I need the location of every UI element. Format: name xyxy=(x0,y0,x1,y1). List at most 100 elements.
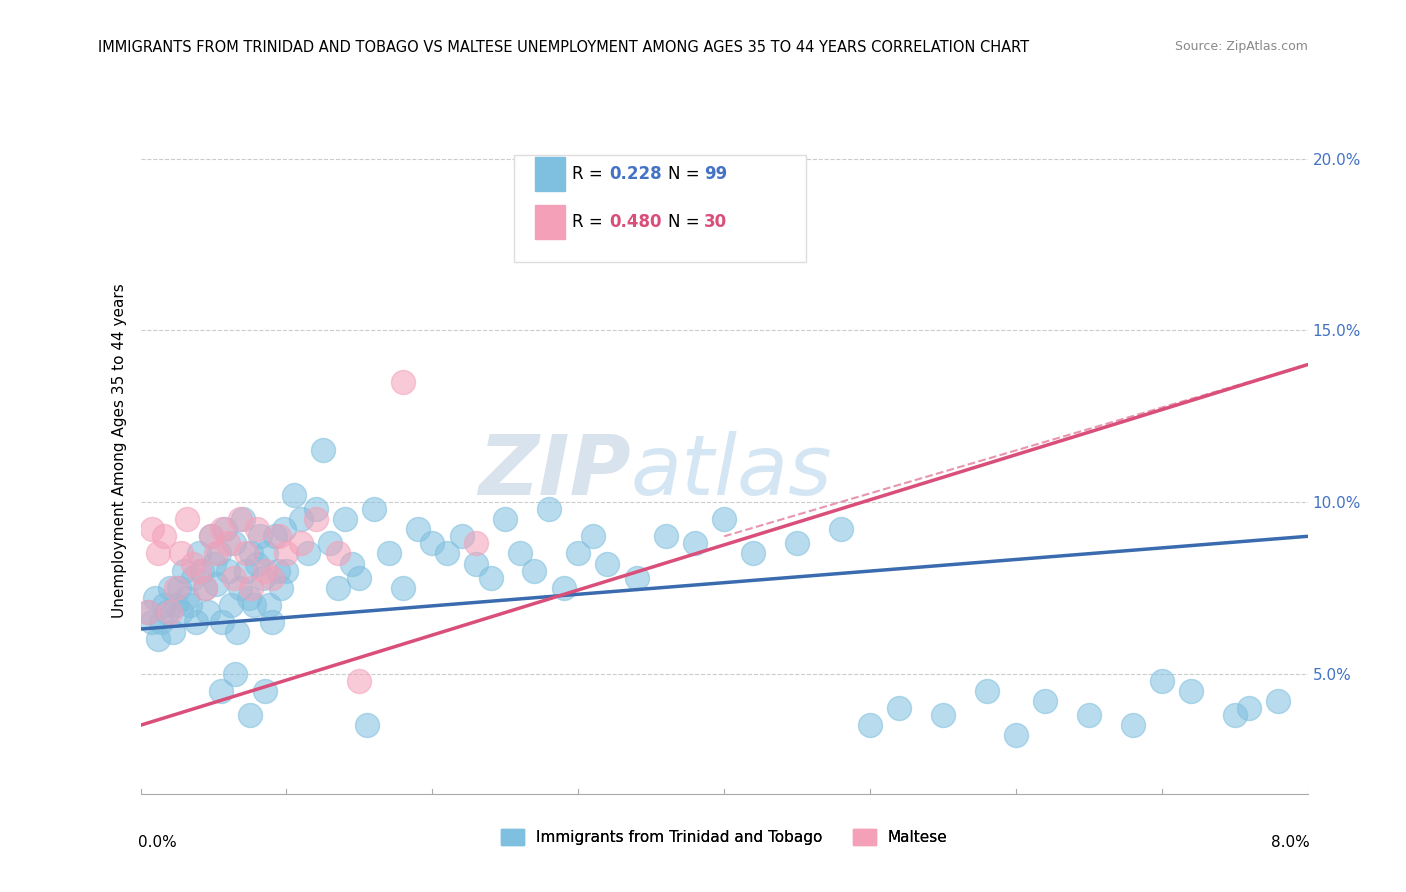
Point xyxy=(181,570,204,584)
Point xyxy=(1077,707,1099,722)
Text: 0.480: 0.480 xyxy=(610,213,662,231)
Point xyxy=(889,701,911,715)
Point xyxy=(326,546,349,561)
Point xyxy=(349,570,371,584)
Point xyxy=(249,529,271,543)
Point xyxy=(141,523,163,537)
Point xyxy=(436,546,458,561)
Point xyxy=(263,529,285,543)
Point xyxy=(713,512,735,526)
Text: N =: N = xyxy=(668,213,704,231)
Point xyxy=(626,570,648,584)
Point xyxy=(297,546,319,561)
Point xyxy=(312,443,335,458)
Point xyxy=(356,718,378,732)
Text: IMMIGRANTS FROM TRINIDAD AND TOBAGO VS MALTESE UNEMPLOYMENT AMONG AGES 35 TO 44 : IMMIGRANTS FROM TRINIDAD AND TOBAGO VS M… xyxy=(98,40,1029,55)
Point xyxy=(222,570,245,584)
Point xyxy=(305,512,328,526)
Point xyxy=(205,546,228,561)
FancyBboxPatch shape xyxy=(536,205,565,239)
Point xyxy=(253,683,276,698)
Point xyxy=(159,581,181,595)
Point xyxy=(1180,683,1202,698)
Point xyxy=(349,673,371,688)
Point xyxy=(229,581,252,595)
Point xyxy=(377,546,399,561)
Point xyxy=(1239,701,1261,715)
Point xyxy=(208,546,231,561)
Point xyxy=(246,523,269,537)
Point xyxy=(1122,718,1144,732)
Point xyxy=(465,536,488,550)
FancyBboxPatch shape xyxy=(536,157,565,191)
Point xyxy=(235,564,257,578)
Point xyxy=(786,536,808,550)
Point xyxy=(567,546,589,561)
Point xyxy=(1267,694,1289,708)
Point xyxy=(224,666,246,681)
Point xyxy=(141,615,163,630)
Y-axis label: Unemployment Among Ages 35 to 44 years: Unemployment Among Ages 35 to 44 years xyxy=(111,283,127,618)
Point xyxy=(270,581,292,595)
Point xyxy=(1150,673,1173,688)
FancyBboxPatch shape xyxy=(515,155,806,261)
Point xyxy=(305,501,328,516)
Point xyxy=(252,570,274,584)
Point xyxy=(450,529,472,543)
Text: R =: R = xyxy=(572,213,609,231)
Point xyxy=(191,564,214,578)
Text: 99: 99 xyxy=(704,165,727,183)
Point xyxy=(340,557,363,571)
Point xyxy=(363,501,385,516)
Point xyxy=(392,375,415,389)
Point xyxy=(509,546,531,561)
Point xyxy=(582,529,605,543)
Point xyxy=(184,615,207,630)
Text: 0.228: 0.228 xyxy=(610,165,662,183)
Point xyxy=(276,564,298,578)
Point xyxy=(156,605,179,619)
Point xyxy=(290,536,312,550)
Point xyxy=(742,546,765,561)
Point xyxy=(194,581,217,595)
Point xyxy=(392,581,415,595)
Point xyxy=(146,546,169,561)
Point xyxy=(479,570,502,584)
Point xyxy=(170,546,193,561)
Point xyxy=(211,615,233,630)
Point xyxy=(283,488,305,502)
Point xyxy=(165,598,187,612)
Point xyxy=(211,523,233,537)
Point xyxy=(326,581,349,595)
Point xyxy=(170,605,193,619)
Point xyxy=(222,536,245,550)
Point xyxy=(1033,694,1056,708)
Point xyxy=(202,557,225,571)
Point xyxy=(976,683,998,698)
Point xyxy=(159,605,181,619)
Point xyxy=(153,529,176,543)
Point xyxy=(229,512,252,526)
Point xyxy=(235,546,257,561)
Point xyxy=(596,557,619,571)
Point xyxy=(200,529,222,543)
Text: atlas: atlas xyxy=(631,431,832,512)
Point xyxy=(273,523,295,537)
Point xyxy=(188,546,211,561)
Point xyxy=(143,591,166,606)
Point xyxy=(269,529,291,543)
Point xyxy=(136,605,159,619)
Point xyxy=(146,632,169,647)
Point xyxy=(219,598,242,612)
Point xyxy=(150,615,173,630)
Point xyxy=(655,529,678,543)
Point xyxy=(290,512,312,526)
Point xyxy=(225,625,247,640)
Point xyxy=(243,598,266,612)
Point xyxy=(553,581,575,595)
Point xyxy=(232,512,254,526)
Point xyxy=(214,523,236,537)
Point xyxy=(176,512,198,526)
Point xyxy=(1223,707,1246,722)
Point xyxy=(167,581,190,595)
